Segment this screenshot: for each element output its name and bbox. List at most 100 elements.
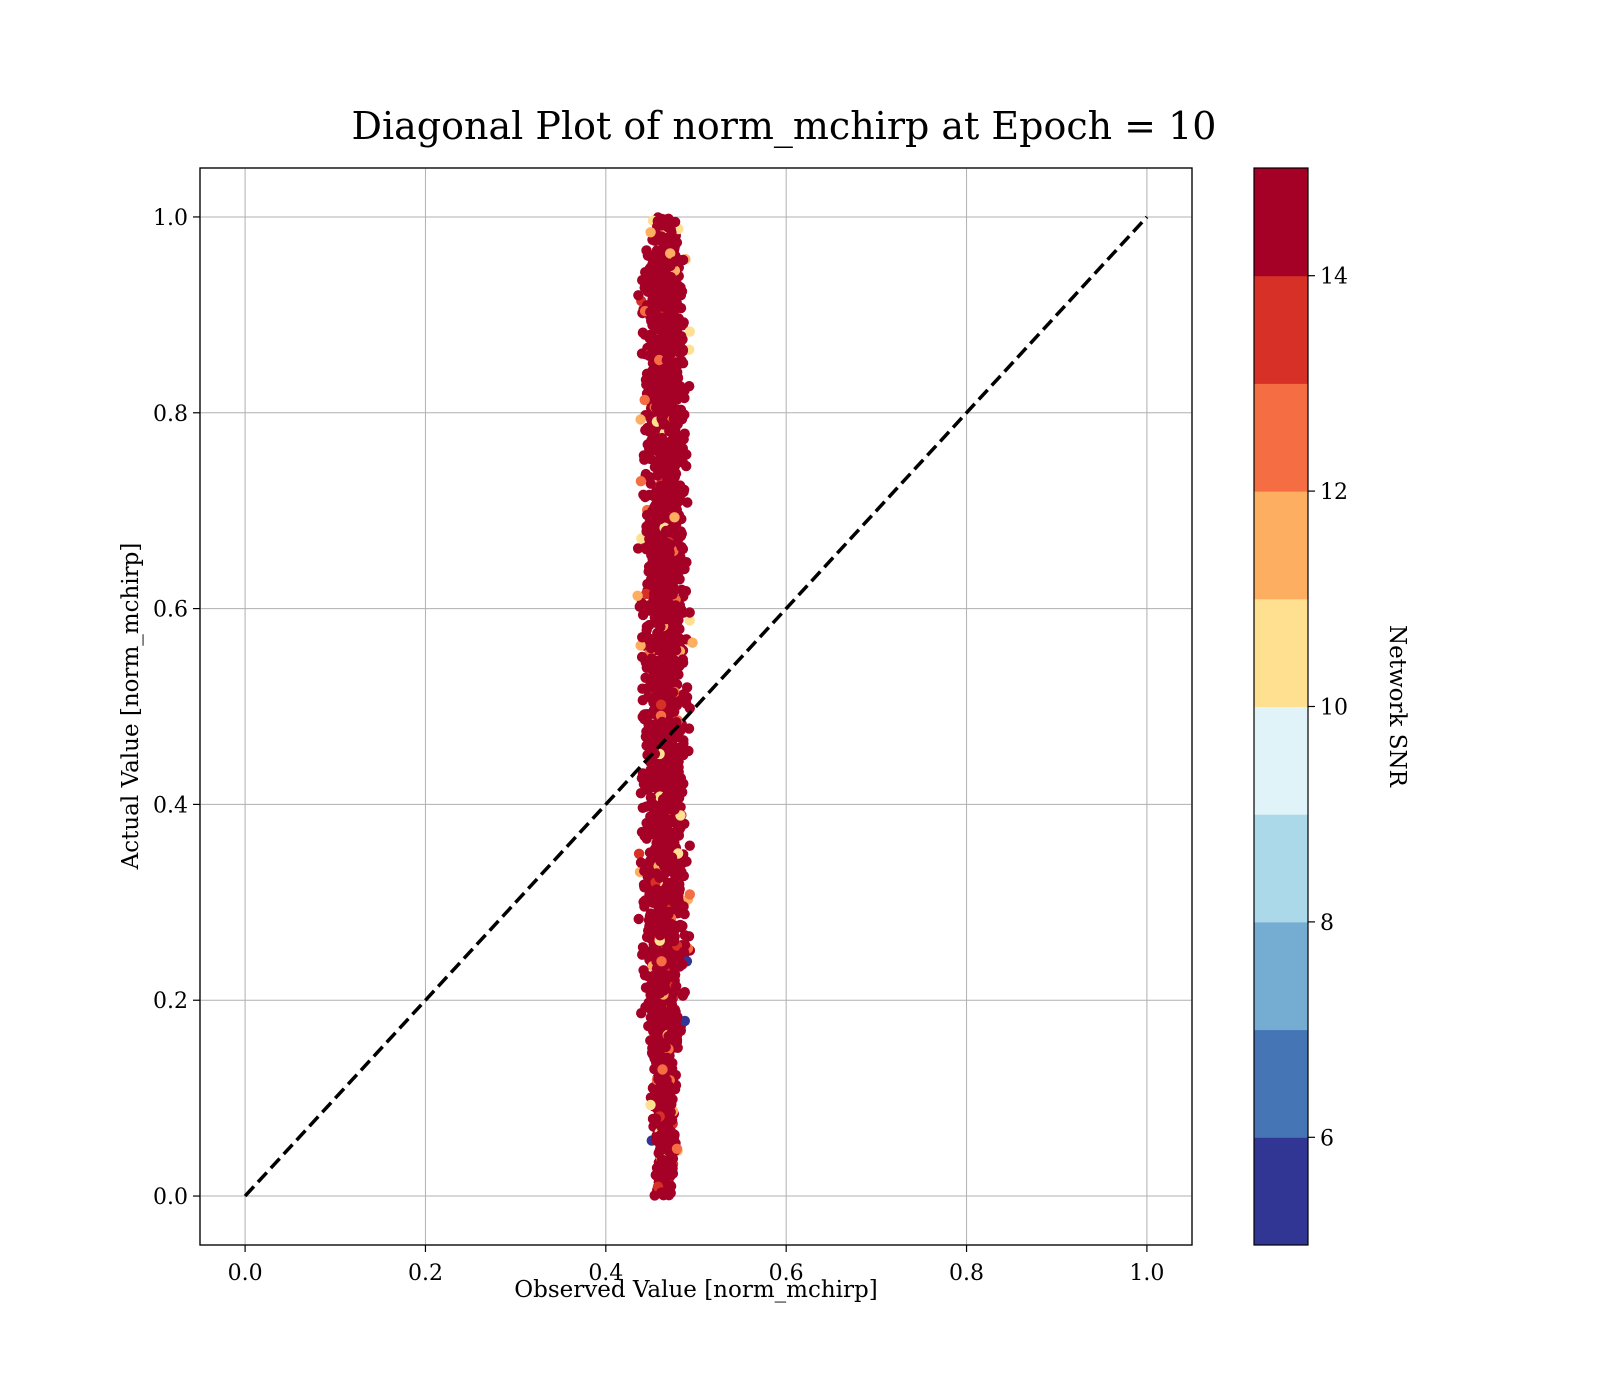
scatter-point bbox=[640, 945, 651, 957]
scatter-point bbox=[679, 428, 690, 439]
scatter-point bbox=[650, 304, 661, 315]
scatter-point bbox=[660, 1100, 671, 1111]
colorbar-segment bbox=[1254, 491, 1308, 600]
scatter-point bbox=[666, 523, 677, 534]
y-tick-label: 0.8 bbox=[153, 402, 188, 427]
scatter-point bbox=[645, 674, 656, 685]
scatter-point bbox=[663, 764, 674, 776]
scatter-point bbox=[673, 284, 684, 295]
scatter-point bbox=[670, 606, 681, 618]
scatter-point bbox=[635, 476, 647, 487]
colorbar-tick-label: 10 bbox=[1320, 696, 1348, 721]
scatter-point bbox=[632, 543, 644, 554]
scatter-point bbox=[652, 920, 663, 932]
y-tick-label: 0.6 bbox=[153, 598, 188, 623]
scatter-point bbox=[678, 749, 689, 761]
scatter-point bbox=[633, 848, 645, 859]
scatter-point bbox=[648, 570, 659, 582]
scatter-point bbox=[656, 956, 667, 967]
scatter-point bbox=[632, 590, 643, 601]
scatter-point bbox=[663, 743, 675, 754]
scatter-point bbox=[662, 372, 673, 384]
scatter-point bbox=[658, 329, 669, 340]
scatter-point bbox=[656, 451, 668, 462]
scatter-point bbox=[657, 716, 668, 728]
scatter-point bbox=[661, 925, 673, 936]
scatter-point bbox=[641, 833, 652, 844]
scatter-point bbox=[667, 589, 678, 600]
scatter-point bbox=[665, 248, 676, 259]
scatter-point bbox=[662, 442, 674, 453]
x-tick-label: 0.0 bbox=[228, 1261, 263, 1286]
scatter-point bbox=[668, 773, 680, 784]
scatter-point bbox=[672, 372, 684, 384]
y-axis-ticks: 0.0 0.2 0.4 0.6 0.8 1.0 bbox=[153, 206, 200, 1210]
scatter-point bbox=[669, 303, 680, 315]
scatter-point bbox=[652, 688, 663, 700]
scatter-point bbox=[678, 607, 689, 618]
grid-lines bbox=[200, 168, 1192, 1245]
scatter-point bbox=[651, 760, 662, 771]
scatter-point bbox=[684, 615, 695, 626]
scatter-point bbox=[656, 220, 667, 231]
x-tick-label: 0.4 bbox=[588, 1261, 623, 1286]
scatter-point bbox=[649, 826, 661, 838]
scatter-point bbox=[662, 634, 673, 645]
diagonal-reference-line bbox=[243, 215, 1149, 1198]
scatter-point bbox=[665, 1004, 677, 1015]
colorbar-segment bbox=[1254, 1137, 1308, 1246]
scatter-point bbox=[658, 585, 669, 596]
scatter-point bbox=[655, 294, 667, 306]
scatter-point bbox=[637, 802, 648, 813]
colorbar-tick-label: 12 bbox=[1320, 480, 1348, 505]
scatter-point bbox=[640, 588, 652, 600]
scatter-point bbox=[671, 458, 682, 469]
scatter-point bbox=[649, 316, 660, 327]
scatter-point bbox=[656, 1187, 667, 1198]
scatter-point bbox=[677, 959, 688, 970]
scatter-point bbox=[649, 590, 661, 602]
colorbar-tick-label: 8 bbox=[1320, 911, 1334, 936]
scatter-point bbox=[633, 290, 644, 301]
scatter-point bbox=[669, 216, 681, 228]
scatter-point bbox=[678, 735, 689, 746]
scatter-point bbox=[640, 491, 651, 503]
scatter-point bbox=[650, 402, 662, 413]
scatter-point bbox=[673, 496, 684, 507]
scatter-point bbox=[639, 394, 650, 406]
scatter-point bbox=[651, 884, 662, 895]
scatter-point bbox=[654, 495, 665, 506]
scatter-point bbox=[644, 472, 656, 483]
scatter-point bbox=[673, 826, 684, 837]
scatter-point bbox=[667, 687, 679, 698]
scatter-point bbox=[647, 332, 658, 344]
scatter-point bbox=[655, 699, 667, 710]
scatter-point bbox=[663, 735, 674, 746]
scatter-point bbox=[653, 901, 664, 912]
scatter-point bbox=[635, 857, 647, 868]
plot-area bbox=[199, 167, 1193, 1246]
scatter-point bbox=[669, 1084, 681, 1095]
x-tick-label: 1.0 bbox=[1129, 1261, 1164, 1286]
scatter-point bbox=[656, 231, 667, 242]
scatter-point bbox=[639, 282, 650, 293]
scatter-point bbox=[645, 1099, 656, 1111]
scatter-point bbox=[639, 865, 650, 877]
colorbar: 6 8 10 12 14 Network SNR bbox=[1253, 167, 1410, 1246]
scatter-point bbox=[644, 378, 656, 390]
scatter-point bbox=[667, 1153, 679, 1164]
scatter-point bbox=[668, 643, 679, 654]
scatter-point bbox=[651, 812, 662, 823]
scatter-point bbox=[641, 509, 653, 521]
scatter-point bbox=[676, 541, 687, 553]
scatter-point bbox=[656, 654, 668, 665]
scatter-point bbox=[656, 976, 668, 987]
scatter-point bbox=[667, 971, 678, 983]
scatter-point bbox=[634, 601, 645, 612]
scatter-point bbox=[679, 392, 690, 404]
scatter-point bbox=[648, 780, 659, 791]
scatter-point bbox=[655, 1139, 666, 1151]
y-axis-label: Actual Value [norm_mchirp] bbox=[118, 543, 144, 871]
scatter-point bbox=[664, 291, 675, 303]
